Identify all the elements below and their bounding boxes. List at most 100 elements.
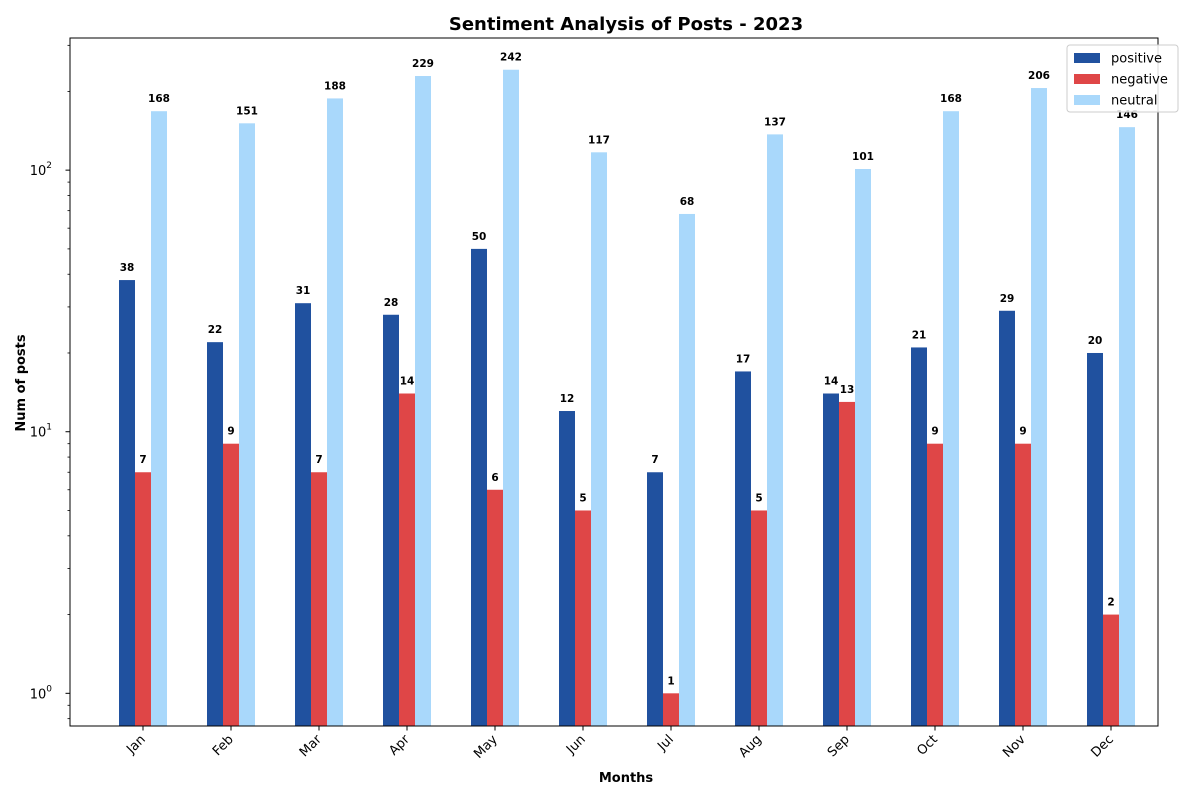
legend-swatch-neutral <box>1074 95 1100 105</box>
bar-neutral <box>767 134 783 726</box>
data-label-positive: 38 <box>120 262 135 274</box>
data-label-neutral: 206 <box>1028 70 1050 82</box>
data-label-neutral: 137 <box>764 116 786 128</box>
bar-negative <box>839 401 855 726</box>
bar-negative <box>311 472 327 726</box>
bar-neutral <box>151 111 167 726</box>
legend: positive negative neutral <box>1066 44 1179 113</box>
y-tick-label-base: 10 <box>30 687 47 702</box>
bar-negative <box>751 510 767 726</box>
data-label-negative: 9 <box>931 426 938 438</box>
x-tick-label: Mar <box>297 732 325 760</box>
bar-negative <box>1015 443 1031 726</box>
data-label-negative: 2 <box>1107 597 1114 609</box>
x-tick-label: May <box>471 732 501 762</box>
bar-negative <box>663 693 679 726</box>
data-label-positive: 31 <box>296 285 311 297</box>
data-label-negative: 9 <box>1019 426 1026 438</box>
data-label-positive: 17 <box>736 353 751 365</box>
bar-positive <box>999 310 1015 726</box>
x-tick-label: Oct <box>914 732 941 759</box>
data-label-neutral: 117 <box>588 134 610 146</box>
bar-positive <box>647 472 663 726</box>
bar-neutral <box>415 76 431 726</box>
y-tick-label-base: 10 <box>30 164 47 179</box>
data-label-neutral: 168 <box>940 93 962 105</box>
data-label-positive: 22 <box>208 324 223 336</box>
x-tick-label: Aug <box>736 732 765 761</box>
bar-neutral <box>327 98 343 726</box>
chart-title: Sentiment Analysis of Posts - 2023 <box>449 14 803 35</box>
bar-negative <box>1103 614 1119 726</box>
legend-swatch-positive <box>1074 53 1100 63</box>
data-label-positive: 14 <box>824 376 839 388</box>
bar-neutral <box>591 152 607 726</box>
data-label-negative: 7 <box>315 454 322 466</box>
bar-positive <box>559 411 575 726</box>
bar-neutral <box>855 169 871 727</box>
bar-positive <box>471 248 487 726</box>
data-label-negative: 7 <box>139 454 146 466</box>
y-tick-label-exponent: 1 <box>46 423 52 433</box>
bar-negative <box>575 510 591 726</box>
plot-frame <box>69 37 1159 727</box>
x-tick-label: Jul <box>654 732 676 754</box>
x-tick-label: Nov <box>1000 732 1029 761</box>
data-label-negative: 13 <box>840 384 855 396</box>
data-label-neutral: 101 <box>852 151 874 163</box>
data-label-positive: 20 <box>1088 335 1103 347</box>
bar-positive <box>735 371 751 726</box>
y-axis-label: Num of posts <box>14 334 29 432</box>
data-label-positive: 29 <box>1000 293 1015 305</box>
bar-positive <box>295 303 311 726</box>
bar-positive <box>823 393 839 726</box>
bar-negative <box>399 393 415 726</box>
x-tick-label: Dec <box>1088 732 1116 760</box>
bar-positive <box>383 314 399 726</box>
data-label-negative: 5 <box>579 492 586 504</box>
data-label-neutral: 242 <box>500 52 522 64</box>
legend-swatch-negative <box>1074 74 1100 84</box>
data-label-positive: 7 <box>651 454 658 466</box>
bar-positive <box>119 280 135 726</box>
data-label-positive: 21 <box>912 329 927 341</box>
data-label-neutral: 168 <box>148 93 170 105</box>
y-tick-label: 100 <box>30 684 53 702</box>
bar-positive <box>207 342 223 726</box>
data-label-positive: 28 <box>384 297 399 309</box>
y-tick-label-exponent: 2 <box>46 161 52 171</box>
x-tick-label: Feb <box>210 732 237 759</box>
bar-neutral <box>239 123 255 726</box>
bar-neutral <box>679 213 695 726</box>
data-label-neutral: 188 <box>324 80 346 92</box>
data-label-negative: 6 <box>491 472 498 484</box>
x-axis-label: Months <box>599 771 654 786</box>
bar-negative <box>927 443 943 726</box>
bar-negative <box>487 489 503 726</box>
bar-neutral <box>1119 127 1135 726</box>
data-label-positive: 50 <box>472 231 487 243</box>
y-tick-label-exponent: 0 <box>46 684 52 694</box>
bar-positive <box>911 347 927 726</box>
legend-label-positive: positive <box>1111 52 1162 67</box>
bar-negative <box>135 472 151 726</box>
data-label-neutral: 68 <box>680 196 695 208</box>
legend-label-negative: negative <box>1111 73 1168 88</box>
data-label-negative: 9 <box>227 426 234 438</box>
data-label-neutral: 229 <box>412 58 434 70</box>
data-label-neutral: 151 <box>236 105 258 117</box>
bar-negative <box>223 443 239 726</box>
bar-neutral <box>943 111 959 726</box>
bar-neutral <box>1031 88 1047 727</box>
data-label-negative: 14 <box>400 376 415 388</box>
bar-neutral <box>503 69 519 727</box>
x-tick-label: Jun <box>563 732 589 758</box>
legend-label-neutral: neutral <box>1111 94 1158 109</box>
y-tick-label-base: 10 <box>30 426 47 441</box>
plot-area: 100101102387168Jan229151Feb317188Mar2814… <box>30 44 1138 762</box>
data-label-negative: 5 <box>755 492 762 504</box>
data-label-positive: 12 <box>560 393 575 405</box>
bar-positive <box>1087 352 1103 726</box>
